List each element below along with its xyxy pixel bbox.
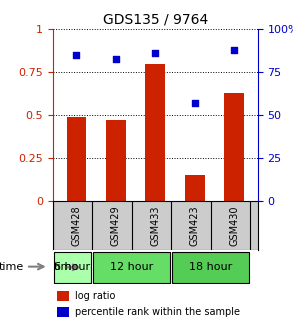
Text: GSM428: GSM428 [71,205,81,246]
Point [153,51,158,56]
Text: GSM423: GSM423 [190,205,200,246]
Bar [106,120,126,201]
Text: GSM433: GSM433 [150,205,160,246]
Bar [93,252,170,283]
Point [232,47,236,53]
Point [113,56,118,61]
Text: time: time [54,262,79,272]
Text: 6 hour: 6 hour [54,262,91,272]
Bar [145,64,165,201]
Bar [185,175,205,201]
Bar [224,93,244,201]
Text: GSM430: GSM430 [229,205,239,246]
Point [74,53,79,58]
Title: GDS135 / 9764: GDS135 / 9764 [103,13,208,27]
Text: 18 hour: 18 hour [189,262,232,272]
Text: log ratio: log ratio [75,291,116,301]
Bar [57,307,69,317]
Bar [57,291,69,301]
Text: time: time [0,262,24,272]
Text: GSM429: GSM429 [111,205,121,246]
Bar [54,252,91,283]
Text: 12 hour: 12 hour [110,262,153,272]
Bar [67,117,86,201]
Bar [172,252,249,283]
Text: percentile rank within the sample: percentile rank within the sample [75,307,240,317]
Point [193,101,197,106]
